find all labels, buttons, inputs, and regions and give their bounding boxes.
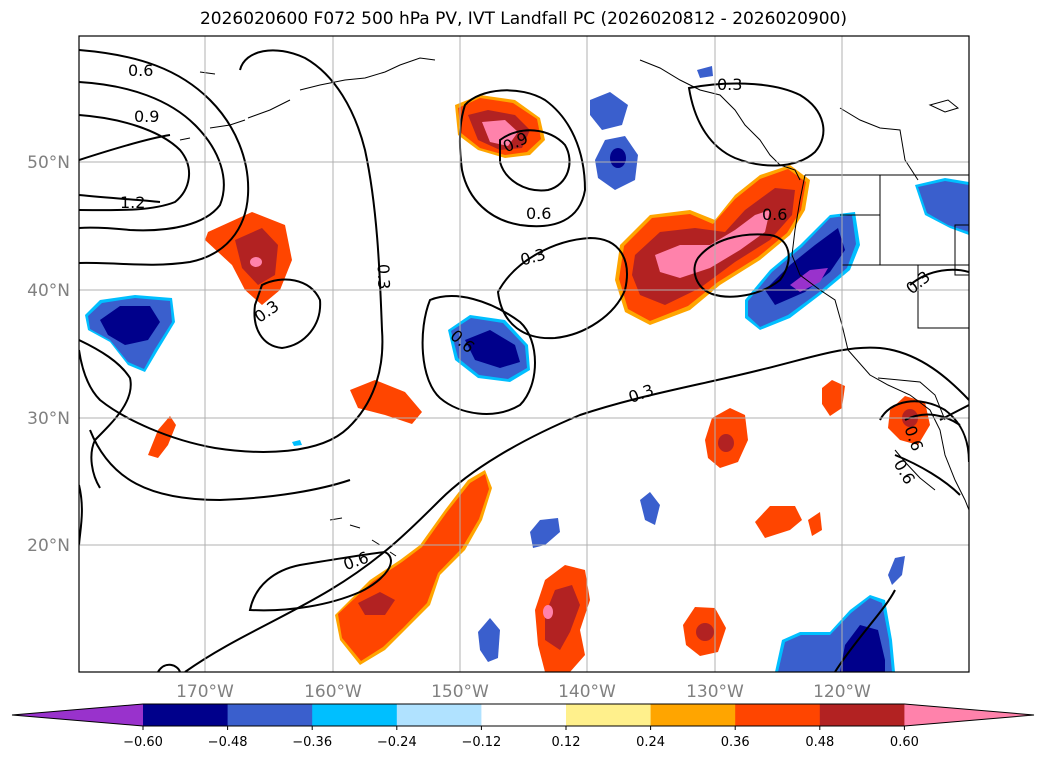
negative-ivt-blob	[915, 178, 969, 235]
lat-label: 40°N	[27, 281, 70, 301]
colorbar-bin	[143, 704, 229, 726]
lon-label: 150°W	[431, 682, 489, 702]
positive-ivt-blob	[335, 470, 492, 665]
colorbar-tick-label: 0.60	[890, 735, 919, 750]
contour-label: 0.6	[762, 205, 787, 224]
longitude-labels: 170°W 160°W 150°W 140°W 130°W 120°W	[176, 682, 871, 702]
negative-ivt-blob	[478, 618, 500, 662]
map-title: 2026020600 F072 500 hPa PV, IVT Landfall…	[199, 9, 847, 29]
colorbar-tick-label: −0.12	[461, 735, 501, 750]
colorbar-tick-label: −0.36	[292, 735, 332, 750]
ivt-shading	[85, 66, 969, 672]
graticule	[79, 36, 969, 672]
lon-label: 140°W	[558, 682, 616, 702]
negative-ivt-blob	[775, 595, 895, 672]
negative-ivt-blob	[745, 212, 860, 330]
negative-ivt-blob	[595, 136, 638, 190]
negative-ivt-blob	[85, 295, 175, 372]
lon-label: 170°W	[176, 682, 234, 702]
colorbar-tick-label: 0.12	[552, 735, 581, 750]
contour-label: 0.3	[374, 264, 394, 290]
colorbar-tick-label: −0.60	[123, 735, 163, 750]
colorbar-bin	[396, 704, 482, 726]
colorbar-bin	[819, 704, 905, 726]
contour-label: 0.6	[128, 61, 153, 80]
latitude-labels: 50°N 40°N 30°N 20°N	[27, 153, 70, 556]
map-border	[78, 35, 970, 673]
negative-ivt-blob	[448, 315, 530, 382]
colorbar-extend-min	[12, 704, 143, 726]
contour-label: 0.9	[134, 107, 159, 126]
colorbar-bin	[481, 704, 567, 726]
colorbar-bin	[566, 704, 652, 726]
colorbar-tick-label: −0.24	[377, 735, 417, 750]
contour-label: 0.6	[526, 204, 551, 223]
lat-label: 30°N	[27, 409, 70, 429]
contour-label: 1.2	[120, 193, 145, 212]
positive-ivt-blob	[822, 380, 845, 416]
lat-label: 20°N	[27, 536, 70, 556]
colorbar: −0.60 −0.48 −0.36 −0.24 −0.12 0.12 0.24 0.36 0.4…	[11, 703, 1035, 750]
colorbar-bin	[735, 704, 821, 726]
negative-ivt-blob	[888, 556, 905, 585]
positive-ivt-blob	[535, 565, 590, 672]
lon-label: 120°W	[813, 682, 871, 702]
positive-ivt-blob	[705, 408, 748, 468]
positive-ivt-blob	[148, 416, 176, 458]
contour-label: 0.3	[717, 75, 742, 94]
lat-label: 50°N	[27, 153, 70, 173]
colorbar-tick-label: 0.48	[805, 735, 834, 750]
negative-ivt-blob	[292, 66, 713, 446]
colorbar-tick-label: −0.48	[208, 735, 248, 750]
negative-ivt-blob	[530, 518, 560, 548]
colorbar-bin	[312, 704, 398, 726]
colorbar-bin	[227, 704, 313, 726]
negative-ivt-blob	[590, 92, 628, 130]
positive-ivt-blob	[455, 95, 545, 158]
colorbar-tick-label: 0.36	[721, 735, 750, 750]
colorbar-bin	[650, 704, 736, 726]
colorbar-extend-max	[904, 704, 1034, 726]
lon-label: 130°W	[686, 682, 744, 702]
positive-ivt-blob	[350, 380, 422, 424]
negative-ivt-blob	[640, 492, 660, 525]
positive-ivt-blob	[755, 506, 822, 538]
colorbar-tick-label: 0.24	[636, 735, 665, 750]
lon-label: 160°W	[304, 682, 362, 702]
